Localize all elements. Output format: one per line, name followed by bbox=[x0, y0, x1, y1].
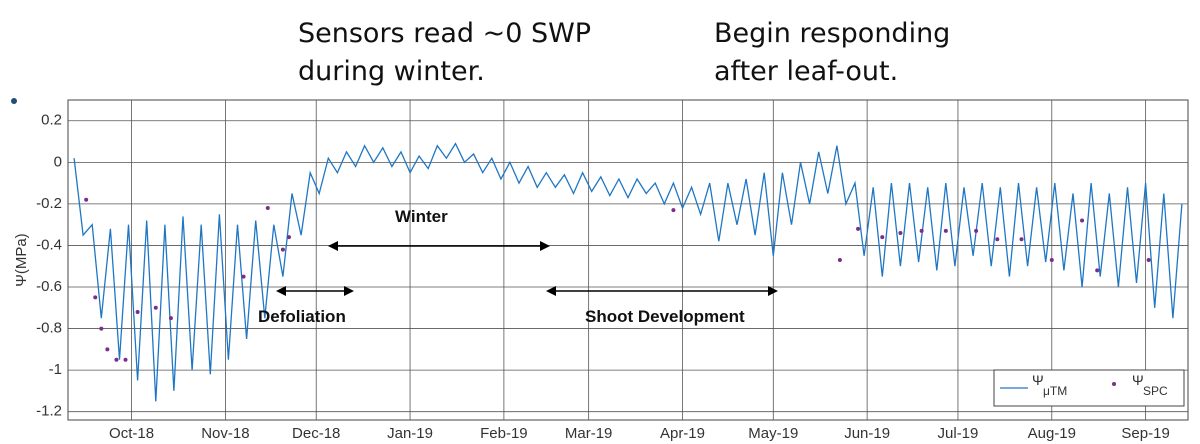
data-point bbox=[898, 230, 903, 235]
arrows bbox=[276, 241, 778, 296]
y-tick-label: -0.6 bbox=[36, 278, 62, 295]
x-tick-label: Apr-19 bbox=[660, 425, 705, 442]
x-tick-label: Aug-19 bbox=[1028, 425, 1076, 442]
data-point bbox=[84, 197, 89, 202]
y-tick-label: -0.4 bbox=[36, 236, 62, 253]
y-tick-label: -0.2 bbox=[36, 195, 62, 212]
x-tick-label: May-19 bbox=[748, 425, 798, 442]
data-point bbox=[1049, 258, 1054, 262]
data-point bbox=[880, 235, 885, 240]
data-point bbox=[1095, 268, 1100, 273]
data-point bbox=[135, 309, 140, 314]
x-tick-label: Sep-19 bbox=[1121, 425, 1169, 442]
data-point bbox=[837, 258, 842, 262]
x-tick-label: Nov-18 bbox=[201, 425, 249, 442]
arrow-label: Defoliation bbox=[258, 307, 346, 326]
data-point bbox=[943, 228, 948, 233]
x-tick-label: Jun-19 bbox=[844, 425, 890, 442]
data-point bbox=[99, 326, 104, 331]
data-point bbox=[280, 247, 285, 252]
y-tick-label: -1 bbox=[49, 361, 62, 378]
data-line bbox=[73, 142, 1183, 402]
legend-subscript: SPC bbox=[1143, 384, 1168, 398]
data-point bbox=[114, 357, 119, 362]
annotation: after leaf-out. bbox=[714, 56, 898, 87]
data-point bbox=[1146, 258, 1151, 262]
x-tick-label: Oct-18 bbox=[109, 425, 154, 442]
data-point bbox=[974, 228, 979, 233]
y-tick-label: 0.2 bbox=[41, 112, 62, 129]
legend-marker bbox=[1112, 382, 1116, 386]
x-tick-label: Jan-19 bbox=[387, 425, 433, 442]
arrow-label: Shoot Development bbox=[585, 307, 745, 326]
y-tick-label: -1.2 bbox=[36, 403, 62, 420]
y-tick-label: -0.8 bbox=[36, 320, 62, 337]
data-point bbox=[995, 237, 1000, 242]
annotation: Sensors read ~0 SWP bbox=[298, 18, 591, 49]
y-tick-label: 0 bbox=[54, 153, 62, 170]
x-tick-label: Feb-19 bbox=[480, 425, 528, 442]
data-point bbox=[241, 274, 246, 279]
annotation: during winter. bbox=[298, 56, 485, 87]
legend-label: Ψ bbox=[1032, 372, 1044, 388]
data-point bbox=[856, 226, 861, 231]
data-point bbox=[168, 316, 173, 321]
y-axis-label: Ψ(MPa) bbox=[13, 233, 30, 286]
annotation: Begin responding bbox=[714, 18, 950, 49]
data-point bbox=[265, 206, 270, 211]
legend-label: Ψ bbox=[1132, 372, 1144, 388]
data-point bbox=[93, 295, 98, 300]
data-point bbox=[1019, 237, 1024, 242]
data-point bbox=[153, 305, 158, 310]
legend-subscript: μTM bbox=[1043, 384, 1067, 398]
data-point bbox=[286, 235, 291, 240]
data-point bbox=[671, 208, 676, 213]
x-tick-label: Mar-19 bbox=[565, 425, 613, 442]
bullet bbox=[11, 98, 17, 104]
data-point bbox=[105, 347, 110, 352]
x-tick-label: Jul-19 bbox=[938, 425, 979, 442]
x-tick-label: Dec-18 bbox=[292, 425, 340, 442]
data-point bbox=[123, 357, 128, 362]
data-point bbox=[1080, 218, 1085, 223]
arrow-label: Winter bbox=[395, 207, 448, 226]
plot-background bbox=[67, 99, 1189, 421]
data-point bbox=[919, 228, 924, 233]
